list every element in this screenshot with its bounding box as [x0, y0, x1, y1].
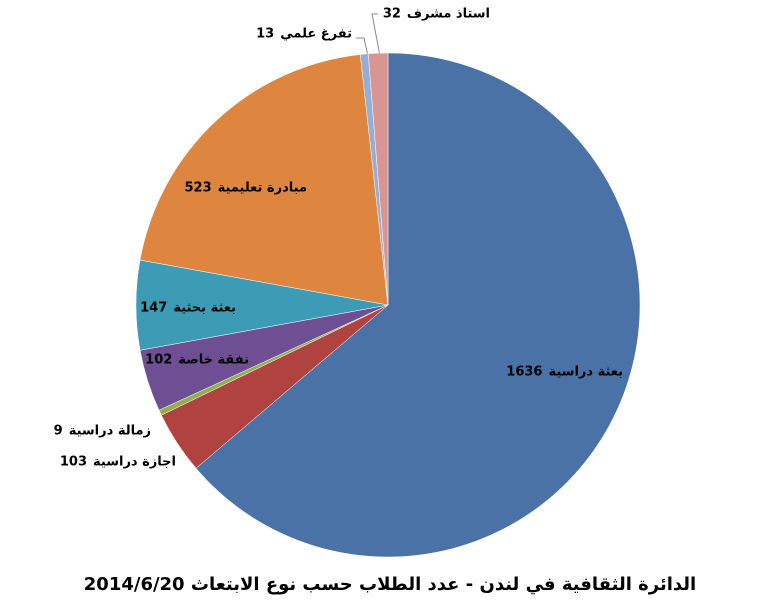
slice-label: بعثة دراسية — [548, 365, 623, 380]
slice-value: 32 — [383, 7, 401, 22]
slice-label: استاذ مشرف — [407, 7, 490, 22]
slice-value: 102 — [145, 353, 172, 368]
slice-label: اجازة دراسية — [93, 455, 176, 470]
leader-line — [356, 37, 369, 57]
slice-label: تفرغ علمي — [280, 27, 352, 42]
slice-value: 1636 — [506, 365, 542, 380]
chart-title: الدائرة الثقافية في لندن - عدد الطلاب حس… — [84, 574, 696, 595]
slice-label: نفقة خاصة — [178, 353, 249, 368]
slice-value: 9 — [54, 424, 63, 439]
leader-line — [371, 13, 381, 57]
slice-value: 523 — [185, 181, 212, 196]
slice-label: مبادرة تعليمية — [218, 181, 307, 196]
slice-label: زمالة دراسية — [69, 424, 151, 439]
slice-label: بعثة بحثية — [173, 301, 236, 316]
slice-value: 13 — [256, 27, 274, 42]
pie-slice — [195, 52, 641, 558]
pie-slice — [139, 54, 389, 306]
slice-value: 147 — [140, 301, 167, 316]
pie-slice — [367, 52, 389, 306]
slice-value: 103 — [60, 455, 87, 470]
